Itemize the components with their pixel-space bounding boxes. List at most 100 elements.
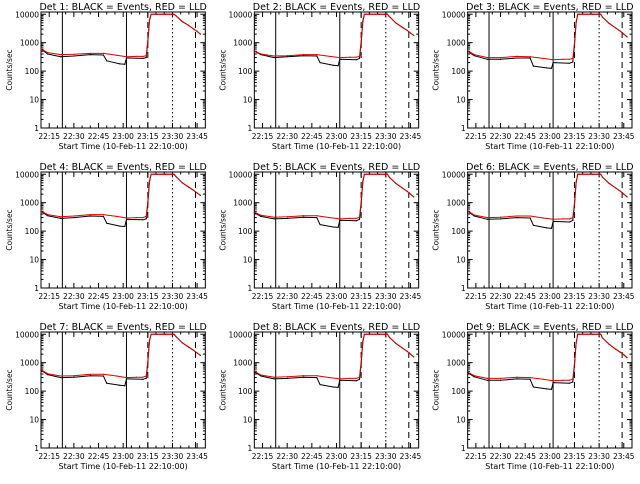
x-tick-label: 23:00 — [326, 132, 348, 141]
lld-data-point — [60, 216, 62, 218]
events-data-point — [60, 217, 62, 220]
lld-data-point — [378, 13, 380, 15]
events-data-point — [260, 375, 262, 377]
y-tick-label: 10 — [456, 96, 466, 105]
lld-data-point — [582, 13, 584, 15]
events-data-point — [102, 54, 105, 56]
lld-data-point — [614, 187, 617, 189]
x-tick-label: 23:15 — [564, 452, 586, 461]
events-data-point — [552, 220, 554, 222]
lld-data-point — [253, 50, 255, 52]
lld-series-line — [254, 173, 415, 220]
events-data-point — [73, 55, 75, 57]
x-tick-label: 23:15 — [564, 132, 586, 141]
events-data-point — [473, 215, 475, 217]
lld-data-point — [577, 13, 579, 15]
events-series-line — [467, 333, 628, 390]
events-data-point — [303, 55, 305, 57]
lld-data-point — [582, 173, 584, 175]
events-data-point — [319, 383, 321, 386]
lld-data-point — [413, 196, 415, 198]
y-tick-label: 1000 — [447, 39, 466, 48]
y-tick-label: 100 — [451, 387, 466, 396]
detector-panel: Det 6: BLACK = Events, RED = LLD 1 10 100 10… — [432, 162, 635, 311]
events-data-point — [46, 53, 49, 55]
lld-data-point — [529, 376, 531, 379]
lld-data-point — [360, 40, 362, 43]
lld-data-point — [196, 30, 198, 32]
x-tick-label: 23:15 — [564, 292, 586, 301]
x-tick-label: 22:15 — [38, 292, 60, 301]
events-data-point — [89, 375, 91, 377]
lld-data-point — [575, 181, 577, 183]
lld-data-point — [193, 28, 195, 30]
lld-data-point — [363, 333, 366, 335]
events-data-point — [303, 376, 305, 378]
lld-data-point — [360, 201, 362, 203]
panel-title: Det 3: BLACK = Events, RED = LLD — [466, 2, 633, 13]
y-tick-label: 10000 — [442, 330, 466, 339]
events-data-point — [106, 222, 108, 224]
lld-data-point — [260, 53, 262, 55]
y-tick-label: 1 — [248, 124, 253, 133]
events-data-point — [73, 216, 75, 219]
x-tick-label: 22:30 — [63, 292, 85, 301]
lld-data-point — [401, 347, 403, 349]
events-data-point — [499, 218, 502, 220]
lld-data-point — [573, 362, 576, 364]
events-data-point — [316, 376, 318, 379]
x-tick-label: 22:30 — [276, 452, 298, 461]
events-data-point — [316, 216, 318, 219]
x-tick-label: 22:45 — [514, 132, 536, 141]
lld-data-point — [358, 55, 361, 57]
x-tick-label: 22:45 — [514, 452, 536, 461]
y-tick-label: 1000 — [20, 199, 39, 208]
lld-data-point — [499, 377, 502, 380]
lld-data-point — [362, 180, 364, 182]
lld-data-point — [199, 33, 202, 35]
y-axis-label: Counts/sec — [432, 369, 441, 410]
y-tick-label: 1000 — [447, 199, 466, 208]
x-axis-label: Start Time (10-Feb-11 22:10:00) — [272, 142, 401, 151]
lld-data-point — [395, 22, 397, 24]
events-series-line — [467, 13, 628, 69]
lld-series-line — [467, 13, 628, 61]
lld-data-point — [60, 375, 62, 377]
events-data-point — [358, 57, 361, 60]
panel-title: Det 6: BLACK = Events, RED = LLD — [466, 162, 633, 173]
x-tick-label: 23:00 — [539, 452, 561, 461]
y-axis-label: Counts/sec — [5, 209, 14, 250]
events-series-line — [40, 173, 201, 227]
x-tick-label: 23:30 — [162, 452, 184, 461]
lld-data-point — [273, 216, 275, 218]
lld-data-point — [614, 27, 617, 29]
lld-data-point — [386, 13, 389, 15]
lld-data-point — [155, 173, 157, 175]
lld-data-point — [339, 218, 341, 220]
lld-data-point — [572, 378, 574, 380]
x-tick-label: 23:00 — [112, 292, 134, 301]
panel-title: Det 4: BLACK = Events, RED = LLD — [39, 162, 206, 173]
detector-panel: Det 7: BLACK = Events, RED = LLD 1 10 100 10… — [5, 322, 208, 471]
events-data-point — [337, 65, 339, 67]
lld-data-point — [355, 217, 357, 220]
lld-data-point — [193, 189, 195, 192]
lld-data-point — [73, 215, 75, 217]
events-data-point — [119, 225, 121, 227]
events-data-point — [572, 381, 574, 383]
y-axis-label: Counts/sec — [5, 49, 14, 90]
events-data-point — [142, 219, 144, 221]
x-tick-label: 23:30 — [588, 132, 610, 141]
lld-data-point — [575, 341, 577, 343]
lld-data-point — [473, 375, 475, 377]
events-data-point — [529, 57, 531, 59]
y-tick-label: 10000 — [15, 330, 39, 339]
lld-data-point — [552, 218, 554, 220]
events-data-point — [499, 58, 502, 60]
plot-frame — [467, 11, 633, 129]
y-tick-label: 1000 — [233, 199, 252, 208]
lld-data-point — [89, 214, 91, 216]
lld-data-point — [355, 56, 357, 58]
lld-data-point — [486, 56, 488, 59]
lld-data-point — [253, 211, 255, 213]
